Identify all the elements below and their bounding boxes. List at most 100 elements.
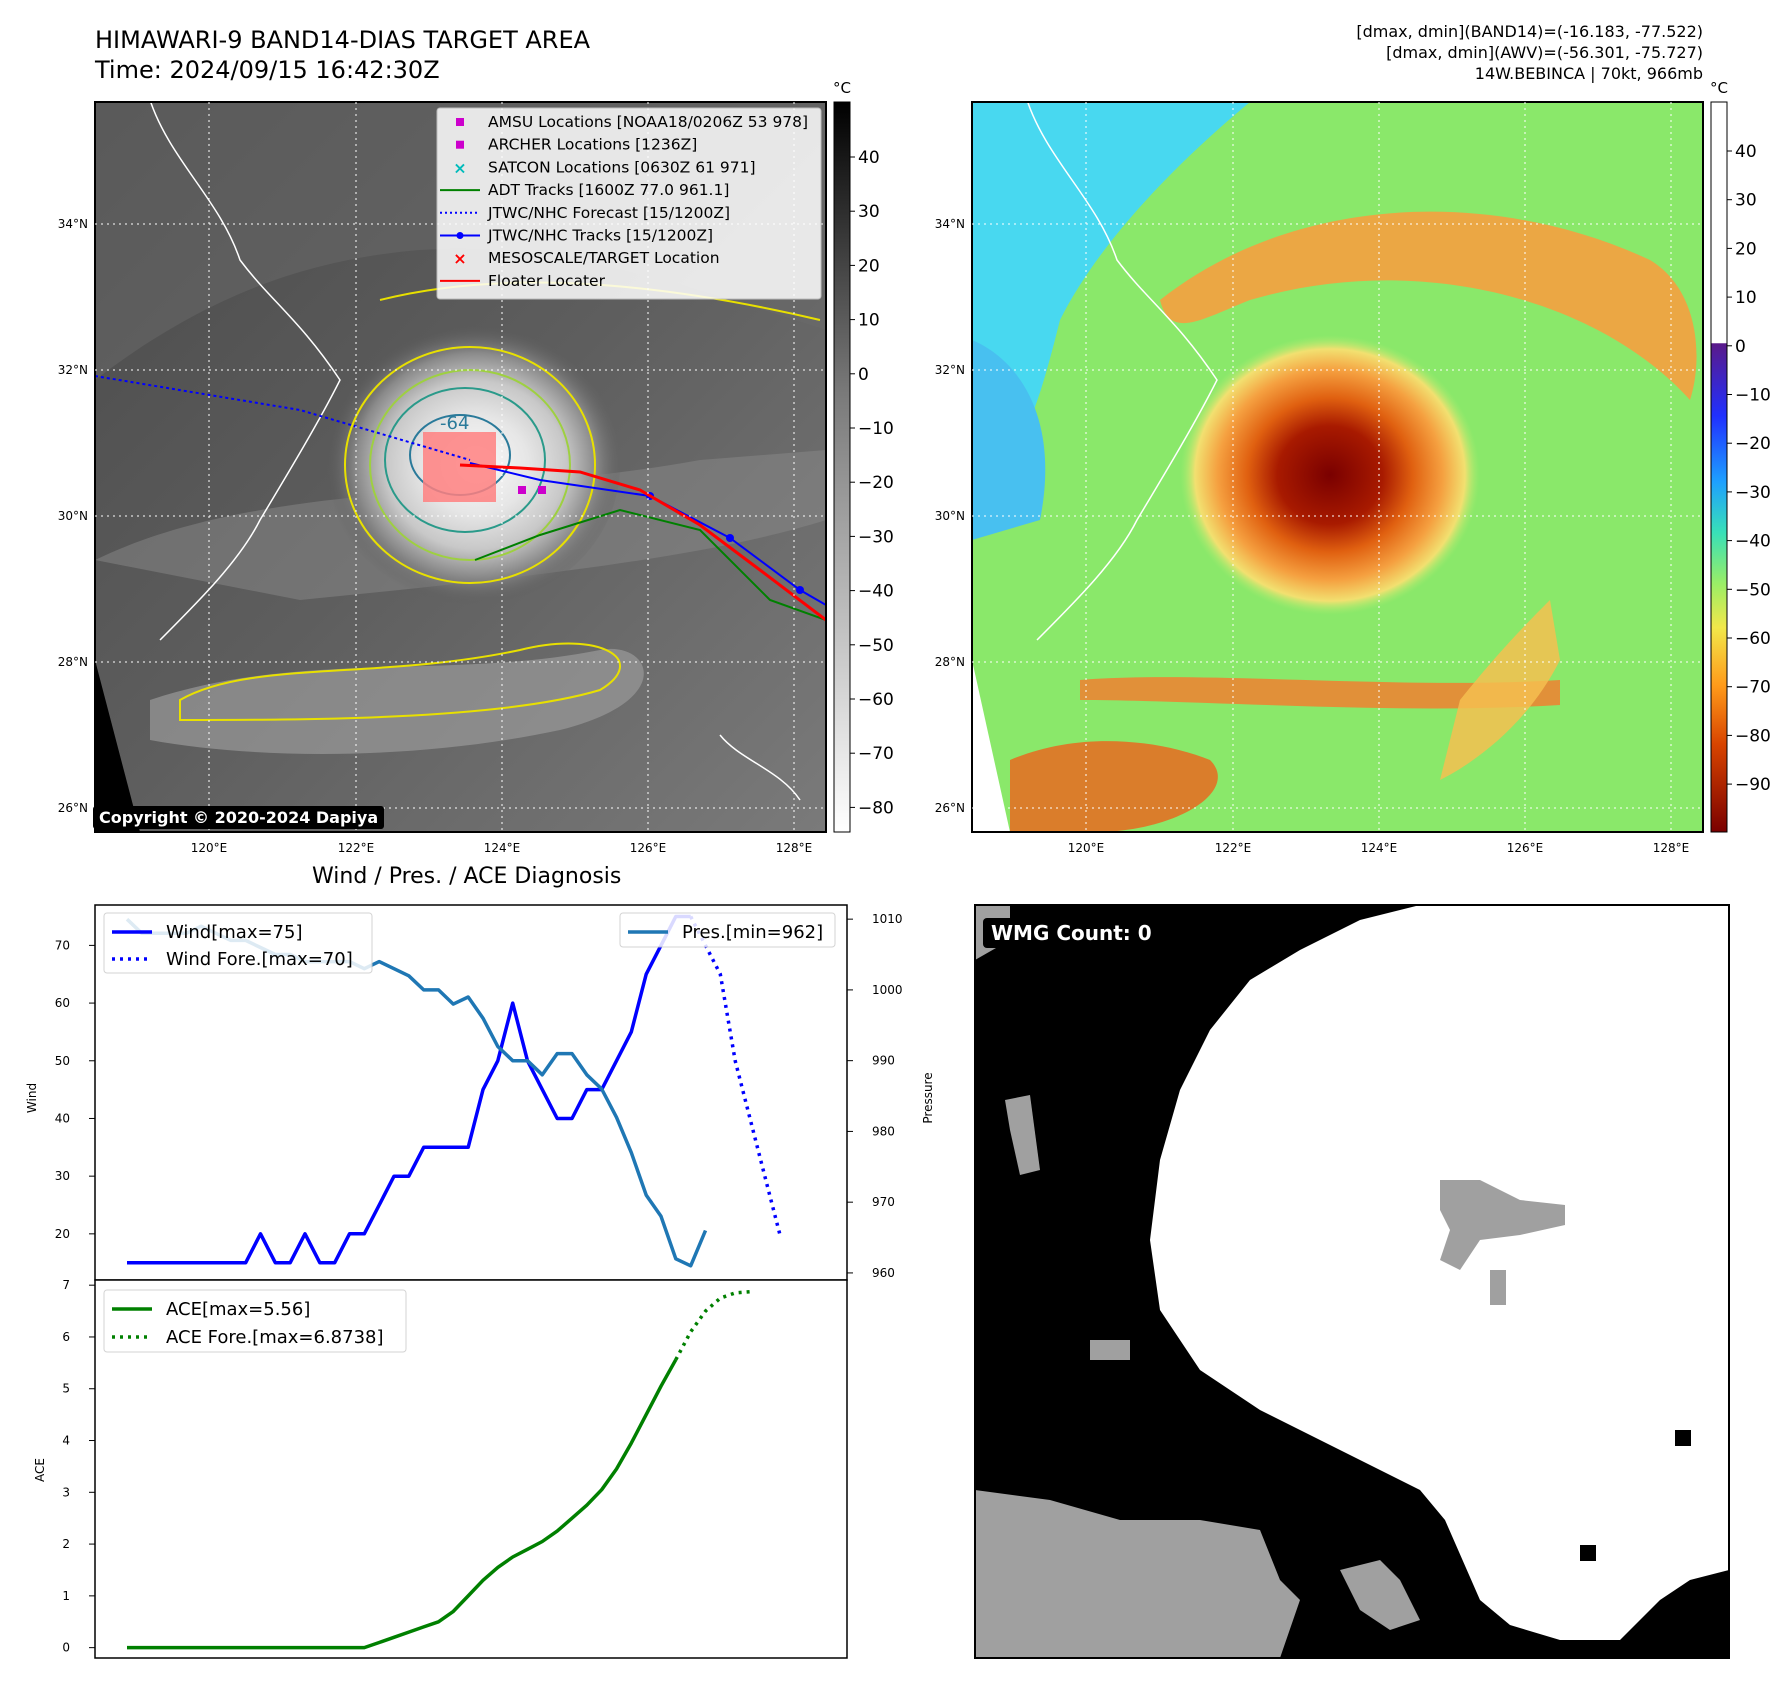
- ir-colorbar-tick: 40: [858, 148, 880, 168]
- awv-colorbar-tick: −40: [1735, 532, 1771, 552]
- awv-colorbar-tick: 0: [1735, 337, 1746, 357]
- awv-colorbar-tick: −10: [1735, 386, 1771, 406]
- ir-lon-label: 124°E: [484, 841, 521, 855]
- pressure-tick-label: 990: [872, 1054, 895, 1068]
- figure-title: HIMAWARI-9 BAND14-DIAS TARGET AREA: [95, 26, 591, 54]
- awv-colorbar-tick: 10: [1735, 288, 1757, 308]
- awv-range-text: [dmax, dmin](AWV)=(-56.301, -75.727): [1386, 43, 1703, 62]
- color-gridlines: [972, 102, 1703, 832]
- color-lat-label: 34°N: [935, 217, 965, 231]
- ir-lat-labels: 34°N 32°N 30°N 28°N 26°N: [58, 217, 88, 815]
- wmg-panel: [974, 904, 1730, 1659]
- pressure-legend: [619, 912, 836, 948]
- wind-tick-label: 30: [55, 1169, 70, 1183]
- pressure-tick-label: 980: [872, 1124, 895, 1138]
- ir-lat-label: 26°N: [58, 801, 88, 815]
- ir-colorbar-tick: −70: [858, 744, 894, 764]
- wmg-gray-region: [975, 1490, 1300, 1658]
- series-line-ace: [127, 1358, 678, 1650]
- svg-text:×: ×: [453, 158, 466, 177]
- ir-lon-label: 128°E: [776, 841, 813, 855]
- map-legend-item: ADT Tracks [1600Z 77.0 961.1]: [440, 181, 729, 199]
- pressure-tick-label: 970: [872, 1195, 895, 1209]
- svg-text:Floater Locater: Floater Locater: [488, 272, 606, 290]
- ace-tick-label: 3: [62, 1485, 70, 1499]
- map-legend-item: × SATCON Locations [0630Z 61 971]: [453, 158, 755, 177]
- wmg-gray-patch: [1440, 1180, 1565, 1270]
- ace-legend-label: ACE[max=5.56]: [166, 1299, 310, 1320]
- ace-tick-label: 7: [62, 1278, 70, 1292]
- band14-range-text: [dmax, dmin](BAND14)=(-16.183, -77.522): [1356, 22, 1703, 41]
- ir-colorbar-tick: 0: [858, 365, 869, 385]
- map-legend-item: JTWC/NHC Tracks [15/1200Z]: [440, 227, 713, 245]
- archer-marker: [538, 486, 546, 494]
- ir-colorbar-tick: −40: [858, 582, 894, 602]
- ace-forecast-legend-label: ACE Fore.[max=6.8738]: [166, 1327, 384, 1348]
- svg-text:SATCON Locations [0630Z 61 971: SATCON Locations [0630Z 61 971]: [488, 158, 756, 176]
- awv-colorbar-tick: 30: [1735, 191, 1757, 211]
- ir-colorbar-ticks: 40 30 20 10 0 −10 −20 −30 −40 −50 −60 −70 −80: [850, 148, 894, 818]
- diagnosis-title: Wind / Pres. / ACE Diagnosis: [312, 864, 622, 889]
- ace-tick-label: 6: [62, 1330, 70, 1344]
- map-legend-item: Floater Locater: [440, 272, 606, 290]
- ir-colorbar-tick: −60: [858, 690, 894, 710]
- svg-text:AMSU Locations [NOAA18/0206Z 5: AMSU Locations [NOAA18/0206Z 53 978]: [488, 113, 808, 131]
- wind-tick-label: 60: [55, 996, 70, 1010]
- amsu-marker: [518, 486, 526, 494]
- ace-tick-label: 0: [62, 1641, 70, 1655]
- svg-text:JTWC/NHC Forecast [15/1200Z]: JTWC/NHC Forecast [15/1200Z]: [487, 204, 730, 222]
- awv-colorbar-tick: −80: [1735, 726, 1771, 746]
- ir-colorbar-tick: 20: [858, 256, 880, 276]
- figure-time: Time: 2024/09/15 16:42:30Z: [95, 56, 440, 84]
- wind-tick-label: 40: [55, 1111, 70, 1125]
- ace-ticks: 0 1 2 3 4 5 6 7: [62, 1278, 95, 1655]
- ir-lon-label: 120°E: [191, 841, 228, 855]
- awv-colorbar-tick: −30: [1735, 483, 1771, 503]
- series-line-ace-fore-: [674, 1289, 751, 1361]
- pressure-legend-label: Pres.[min=962]: [682, 922, 823, 943]
- color-lat-label: 30°N: [935, 509, 965, 523]
- awv-colorbar-tick: −20: [1735, 434, 1771, 454]
- wmg-black-region: [975, 905, 1729, 1658]
- awv-colorbar-tick: −50: [1735, 580, 1771, 600]
- ir-colorbar-tick: −30: [858, 527, 894, 547]
- map-legend-item: ARCHER Locations [1236Z]: [456, 136, 697, 154]
- ir-colorbar: [833, 101, 851, 833]
- wind-tick-label: 50: [55, 1054, 70, 1068]
- jtwc-forecast-track: [95, 375, 471, 461]
- svg-text:MESOSCALE/TARGET Location: MESOSCALE/TARGET Location: [488, 249, 720, 267]
- color-lat-label: 32°N: [935, 363, 965, 377]
- ir-colorbar-tick: 10: [858, 311, 880, 331]
- wind-forecast-legend-label: Wind Fore.[max=70]: [166, 949, 353, 970]
- storm-info-text: 14W.BEBINCA | 70kt, 966mb: [1474, 64, 1703, 83]
- awv-color-image: [972, 102, 1703, 832]
- awv-colorbar-tick: −60: [1735, 629, 1771, 649]
- ace-tick-label: 4: [62, 1434, 70, 1448]
- wind-tick-label: 20: [55, 1227, 70, 1241]
- contour-label: -64: [440, 413, 469, 434]
- pressure-tick-label: 1010: [872, 912, 903, 926]
- awv-colorbar-tick: 40: [1735, 142, 1757, 162]
- ace-tick-label: 2: [62, 1537, 70, 1551]
- ir-lat-label: 34°N: [58, 217, 88, 231]
- ir-lat-label: 28°N: [58, 655, 88, 669]
- ir-colorbar-tick: 30: [858, 202, 880, 222]
- pressure-ticks: 960 970 980 990 1000 1010: [847, 912, 903, 1280]
- color-lon-label: 122°E: [1215, 841, 1252, 855]
- svg-text:×: ×: [453, 249, 466, 268]
- wind-axis-label: Wind: [25, 1083, 39, 1113]
- ir-colorbar-unit: °C: [833, 79, 851, 97]
- ir-colorbar-tick: −80: [858, 798, 894, 818]
- svg-text:ADT Tracks [1600Z 77.0 961.1]: ADT Tracks [1600Z 77.0 961.1]: [488, 181, 729, 199]
- map-legend-item: × MESOSCALE/TARGET Location: [453, 249, 719, 268]
- map-legend-items: AMSU Locations [NOAA18/0206Z 53 978] ARCH…: [440, 113, 808, 290]
- map-legend-item: AMSU Locations [NOAA18/0206Z 53 978]: [456, 113, 808, 131]
- ir-colorbar-tick: −50: [858, 636, 894, 656]
- color-lon-labels: 120°E 122°E 124°E 126°E 128°E: [1068, 841, 1690, 855]
- ace-tick-label: 1: [62, 1589, 70, 1603]
- pressure-tick-label: 960: [872, 1266, 895, 1280]
- ir-lat-label: 32°N: [58, 363, 88, 377]
- floater-track: [459, 463, 826, 622]
- pressure-tick-label: 1000: [872, 983, 903, 997]
